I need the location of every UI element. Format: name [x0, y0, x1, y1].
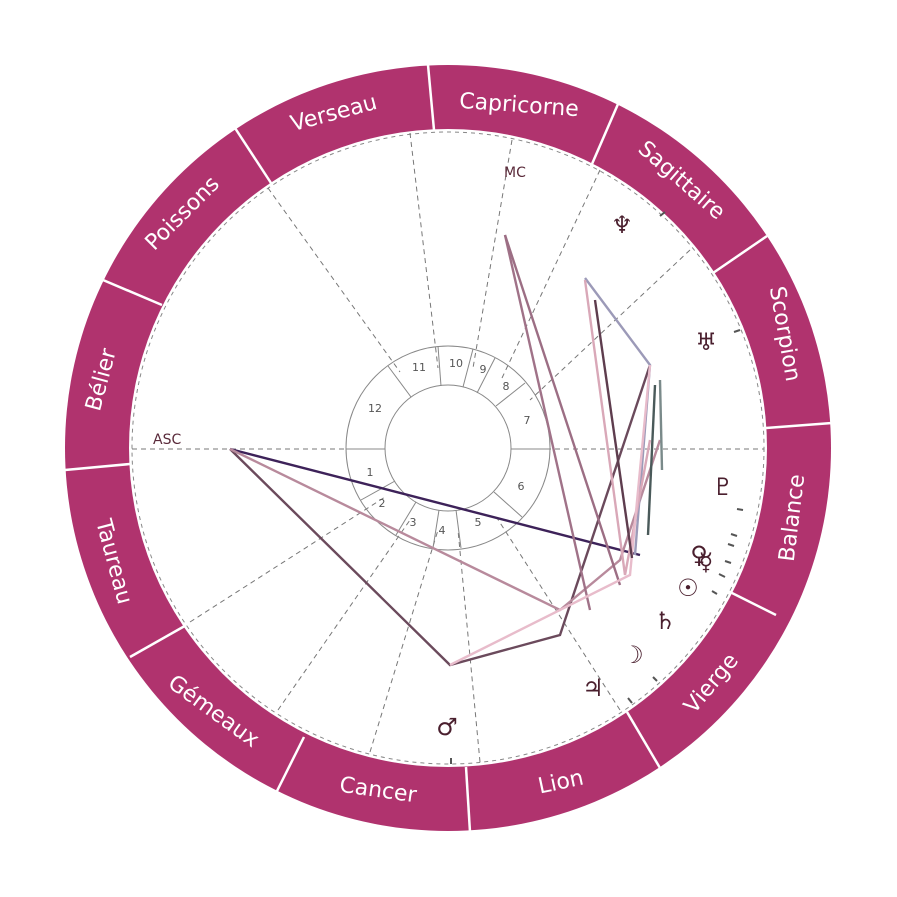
house-cusp-6 [496, 517, 621, 711]
pluto-icon: ♇ [712, 473, 734, 501]
sign-divider [233, 127, 273, 184]
house-divider [493, 491, 523, 518]
sign-divider [64, 462, 131, 472]
house-divider [395, 501, 417, 536]
house-cusp-5 [457, 529, 481, 763]
moon-icon: ☽ [622, 641, 644, 669]
house-number-10: 10 [449, 357, 463, 370]
degree-tick [730, 533, 738, 537]
degree-circle [131, 131, 765, 765]
aspect-line [503, 234, 622, 586]
degree-tick [659, 211, 666, 217]
house-cusp-8 [529, 249, 691, 401]
aspect-line [658, 379, 664, 471]
uranus-icon: ♅ [695, 328, 717, 356]
house-divider [476, 357, 496, 394]
degree-tick [736, 508, 744, 511]
degree-tick [627, 697, 633, 704]
mars-icon: ♂ [436, 713, 458, 741]
sign-divider [712, 234, 768, 275]
degree-tick [733, 329, 741, 333]
jupiter-icon: ♃ [582, 674, 604, 702]
house-cusp-12 [267, 187, 401, 373]
house-number-7: 7 [524, 414, 531, 427]
sun-icon: ☉ [677, 574, 699, 602]
mercury-icon: ☿ [699, 548, 714, 576]
house-divider [455, 509, 462, 549]
house-cusp-3 [277, 519, 411, 711]
aspect-line [583, 279, 652, 576]
sign-divider [102, 278, 163, 307]
planet-glyphs: ♆ ♅ ♇ ♀ ☿ ☉ ♄ ☽ ♃ ♂ [436, 211, 734, 741]
aspect-line [229, 447, 641, 557]
degree-tick [711, 590, 718, 595]
degree-tick [652, 676, 658, 682]
sign-divider [765, 421, 833, 430]
house-number-2: 2 [379, 497, 386, 510]
degree-tick [727, 543, 735, 547]
sign-divider [625, 711, 662, 769]
house-divider [432, 509, 440, 549]
house-number-6: 6 [518, 480, 525, 493]
house-number-4: 4 [439, 524, 446, 537]
aspect-lines [229, 234, 664, 667]
house-ring-dividers [346, 345, 550, 549]
sign-dividers [64, 64, 833, 833]
aspect-line [593, 299, 634, 559]
aspect-line [503, 234, 592, 611]
aspect-line [229, 364, 652, 667]
house-divider [495, 382, 526, 407]
house-divider [437, 345, 442, 387]
house-number-12: 12 [368, 402, 382, 415]
house-cusp-4 [369, 529, 439, 753]
saturn-icon: ♄ [654, 607, 676, 635]
house-cusp-2 [189, 496, 386, 623]
house-ring-inner [384, 384, 512, 512]
house-number-1: 1 [367, 466, 374, 479]
aspect-line [449, 364, 652, 667]
house-divider [462, 348, 474, 388]
house-ring-outer [345, 345, 551, 551]
degree-tick [724, 560, 732, 564]
degree-ticks [450, 211, 744, 764]
house-number-8: 8 [503, 380, 510, 393]
aspect-line [646, 384, 657, 536]
degree-tick [718, 573, 726, 578]
mc-axis [472, 139, 513, 369]
sign-divider [426, 64, 436, 131]
house-cusp-11 [409, 132, 439, 369]
sign-divider [715, 583, 777, 617]
house-divider [360, 480, 396, 501]
house-number-5: 5 [475, 516, 482, 529]
neptune-icon: ♆ [611, 211, 633, 239]
sign-divider [590, 103, 620, 165]
house-numbers: 1 2 3 4 5 6 7 8 9 10 11 12 [367, 357, 531, 537]
sign-divider [464, 766, 472, 833]
venus-icon: ♀ [690, 541, 708, 569]
house-divider [387, 365, 412, 398]
house-number-11: 11 [412, 361, 426, 374]
house-number-9: 9 [480, 363, 487, 376]
sign-divider [273, 736, 306, 796]
asc-label: ASC [153, 432, 181, 448]
house-cusp-9 [501, 169, 601, 379]
house-number-3: 3 [410, 516, 417, 529]
sign-divider [129, 621, 191, 659]
mc-label: MC [504, 165, 526, 181]
